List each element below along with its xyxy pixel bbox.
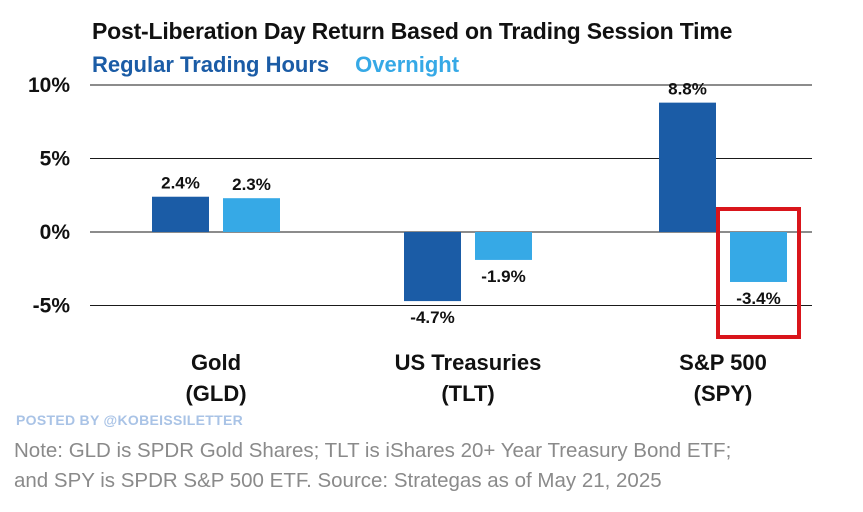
category-label-ticker: (SPY) [694, 381, 753, 406]
bar-overnight-2 [730, 232, 787, 282]
category-label: S&P 500 [679, 350, 767, 375]
bar-regular-trading-hours-1 [404, 232, 461, 302]
category-label-ticker: (GLD) [185, 381, 246, 406]
data-label: 2.3% [232, 175, 271, 194]
bar-regular-trading-hours-2 [659, 102, 716, 232]
data-label: -1.9% [481, 267, 525, 286]
y-tick-label: 10% [28, 74, 70, 97]
data-label: 2.4% [161, 174, 200, 193]
y-tick-label: 0% [40, 221, 71, 244]
legend-regular-trading-hours: Regular Trading Hours [92, 52, 330, 77]
category-label: Gold [191, 350, 241, 375]
bar-overnight-1 [475, 232, 532, 260]
bar-regular-trading-hours-0 [152, 196, 209, 232]
bar-overnight-0 [223, 198, 280, 232]
y-tick-label: 5% [40, 148, 71, 171]
y-tick-label: -5% [33, 295, 71, 318]
source-note-line-2: and SPY is SPDR S&P 500 ETF. Source: Str… [14, 469, 662, 492]
legend: Regular Trading Hours Overnight [92, 52, 459, 78]
source-note-line-1: Note: GLD is SPDR Gold Shares; TLT is iS… [14, 439, 732, 462]
chart-title: Post-Liberation Day Return Based on Trad… [92, 18, 733, 44]
bar-chart: 10% 5% 0% -5% 2.4% 2.3% Gold (GLD) -4.7% -1.9% US … [28, 74, 812, 406]
category-label-ticker: (TLT) [441, 381, 494, 406]
legend-overnight: Overnight [355, 52, 460, 77]
category-label: US Treasuries [395, 350, 542, 375]
posted-by-watermark: POSTED BY @KOBEISSILETTER [16, 412, 244, 428]
data-label: 8.8% [668, 80, 707, 99]
source-note: Note: GLD is SPDR Gold Shares; TLT is iS… [14, 436, 854, 496]
data-label: -3.4% [736, 289, 780, 308]
data-label: -4.7% [410, 308, 454, 327]
highlight-box [716, 207, 801, 339]
